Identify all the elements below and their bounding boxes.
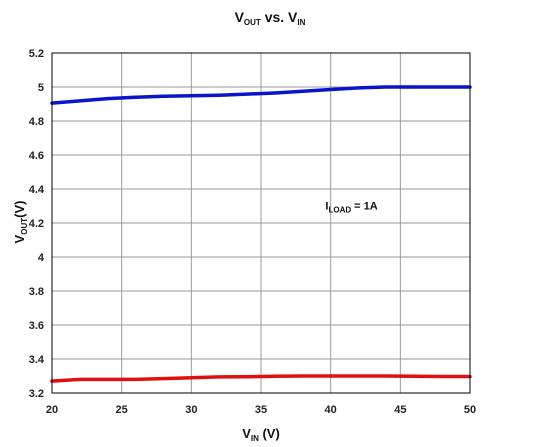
y-tick-label: 3.2 — [29, 388, 44, 400]
series-line-1 — [50, 374, 472, 383]
x-tick-label: 50 — [464, 404, 476, 416]
y-tick-label: 3.8 — [29, 286, 44, 298]
y-tick-label: 4.4 — [29, 184, 45, 196]
y-axis-label-sub: OUT — [20, 218, 29, 235]
annotation-load-sub: LOAD — [328, 205, 351, 214]
x-axis-label-sub: IN — [251, 434, 259, 443]
x-tick-label: 30 — [185, 404, 197, 416]
chart-title-main: V — [235, 9, 245, 25]
series-line-0 — [50, 85, 472, 105]
y-axis-label-main: V — [12, 234, 27, 243]
x-axis-label: VIN (V) — [242, 426, 280, 443]
y-tick-label: 5 — [38, 82, 44, 94]
y-tick-label: 4.8 — [29, 116, 44, 128]
x-tick-label: 20 — [46, 404, 58, 416]
tick-labels: 20 25 30 35 40 45 50 3.2 3.4 3.6 3.8 4 4.2 4.4 4.6 4.8 5… — [29, 48, 476, 416]
plot-area-border — [51, 52, 471, 394]
y-tick-label: 4 — [38, 252, 45, 264]
series-lines — [50, 85, 472, 383]
y-tick-label: 3.4 — [29, 354, 45, 366]
y-tick-label: 3.6 — [29, 320, 44, 332]
y-axis-label-rest: (V) — [12, 201, 27, 218]
y-tick-label: 4.6 — [29, 150, 44, 162]
x-tick-label: 40 — [325, 404, 337, 416]
chart-title: VOUT vs. VIN — [235, 9, 306, 27]
chart-title-mid: vs. V — [261, 9, 298, 25]
x-tick-label: 45 — [394, 404, 406, 416]
y-axis-label: VOUT(V) — [12, 201, 29, 244]
annotation-load: ILOAD = 1A — [325, 200, 377, 214]
y-tick-label: 5.2 — [29, 48, 44, 60]
x-axis-label-main: V — [242, 426, 251, 441]
annotation-load-rest: = 1A — [351, 200, 378, 212]
x-axis-label-rest: (V) — [259, 426, 280, 441]
y-tick-label: 4.2 — [29, 218, 44, 230]
x-tick-label: 35 — [255, 404, 267, 416]
annotation-load-main: I — [325, 200, 328, 212]
chart-title-main-sub: OUT — [244, 18, 261, 27]
x-tick-label: 25 — [116, 404, 128, 416]
chart-title-mid-sub: IN — [297, 18, 305, 27]
grid — [52, 53, 470, 393]
